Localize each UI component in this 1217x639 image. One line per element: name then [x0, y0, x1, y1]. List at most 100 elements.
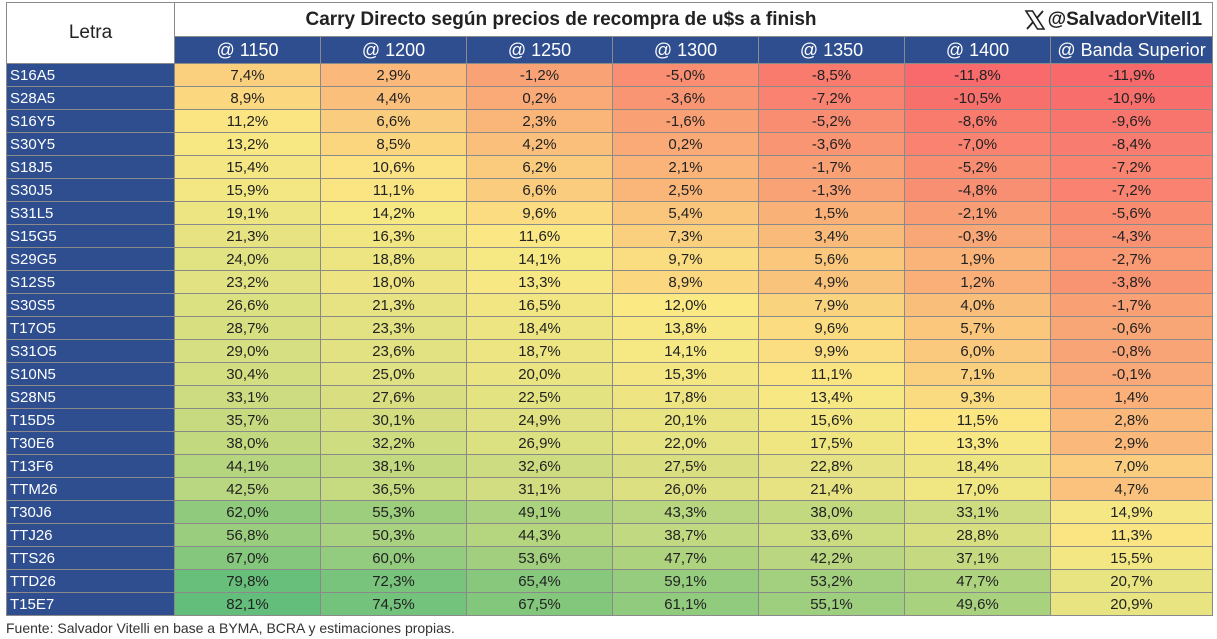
row-label: TTD26 [6, 569, 175, 593]
value-cell: -8,6% [904, 109, 1051, 133]
value-cell: 44,3% [466, 523, 613, 547]
value-cell: 22,8% [758, 454, 905, 478]
value-cell: 26,0% [612, 477, 759, 501]
value-cell: 2,9% [1049, 431, 1214, 455]
value-cell: 61,1% [612, 592, 759, 616]
value-cell: 42,2% [758, 546, 905, 570]
author-handle: @SalvadorVitell1 [1024, 9, 1202, 31]
table-row: S28A5 8,9% 4,4% 0,2% -3,6% -7,2% -10,5% -10,9% [6, 86, 1214, 110]
row-label: T30E6 [6, 431, 175, 455]
row-label: TTJ26 [6, 523, 175, 547]
value-cell: 32,6% [466, 454, 613, 478]
value-cell: -1,3% [758, 178, 905, 202]
value-cell: 6,6% [466, 178, 613, 202]
value-cell: 0,2% [612, 132, 759, 156]
value-cell: -3,8% [1049, 270, 1214, 294]
table-body: S16A5 7,4% 2,9% -1,2% -5,0% -8,5% -11,8% -11,9%… [6, 63, 1214, 616]
value-cell: 53,2% [758, 569, 905, 593]
value-cell: 4,9% [758, 270, 905, 294]
value-cell: 25,0% [320, 362, 467, 386]
value-cell: 11,5% [904, 408, 1051, 432]
value-cell: 7,4% [174, 63, 321, 87]
value-cell: -1,7% [758, 155, 905, 179]
table-row: T15E7 82,1% 74,5% 67,5% 61,1% 55,1% 49,6% 20,9% [6, 592, 1214, 616]
value-cell: 9,9% [758, 339, 905, 363]
value-cell: 28,8% [904, 523, 1051, 547]
value-cell: -5,0% [612, 63, 759, 87]
value-cell: 20,1% [612, 408, 759, 432]
value-cell: 32,2% [320, 431, 467, 455]
value-cell: 55,1% [758, 592, 905, 616]
value-cell: -11,8% [904, 63, 1051, 87]
value-cell: 15,4% [174, 155, 321, 179]
value-cell: 29,0% [174, 339, 321, 363]
value-cell: 17,0% [904, 477, 1051, 501]
value-cell: 47,7% [904, 569, 1051, 593]
table-row: S15G5 21,3% 16,3% 11,6% 7,3% 3,4% -0,3% -4,3% [6, 224, 1214, 248]
table-row: TTD26 79,8% 72,3% 65,4% 59,1% 53,2% 47,7% 20,7% [6, 569, 1214, 593]
value-cell: 33,1% [904, 500, 1051, 524]
value-cell: -8,5% [758, 63, 905, 87]
value-cell: 65,4% [466, 569, 613, 593]
row-label: T30J6 [6, 500, 175, 524]
row-label: S30J5 [6, 178, 175, 202]
value-cell: 2,5% [612, 178, 759, 202]
value-cell: -5,2% [758, 109, 905, 133]
value-cell: -5,2% [904, 155, 1051, 179]
value-cell: 5,4% [612, 201, 759, 225]
value-cell: 13,3% [466, 270, 613, 294]
value-cell: 53,6% [466, 546, 613, 570]
value-cell: -7,2% [1049, 155, 1214, 179]
column-header-6: @ 1400 [904, 36, 1051, 64]
value-cell: 1,9% [904, 247, 1051, 271]
value-cell: 9,7% [612, 247, 759, 271]
table-row: S12S5 23,2% 18,0% 13,3% 8,9% 4,9% 1,2% -3,8% [6, 270, 1214, 294]
value-cell: -9,6% [1049, 109, 1214, 133]
value-cell: 5,7% [904, 316, 1051, 340]
value-cell: 42,5% [174, 477, 321, 501]
value-cell: 6,6% [320, 109, 467, 133]
value-cell: 9,6% [758, 316, 905, 340]
value-cell: 60,0% [320, 546, 467, 570]
value-cell: 38,7% [612, 523, 759, 547]
value-cell: 8,9% [174, 86, 321, 110]
value-cell: 22,5% [466, 385, 613, 409]
table-row: S30S5 26,6% 21,3% 16,5% 12,0% 7,9% 4,0% -1,7% [6, 293, 1214, 317]
value-cell: 20,9% [1049, 592, 1214, 616]
value-cell: 33,1% [174, 385, 321, 409]
row-label: T15E7 [6, 592, 175, 616]
table-row: T15D5 35,7% 30,1% 24,9% 20,1% 15,6% 11,5% 2,8% [6, 408, 1214, 432]
value-cell: 59,1% [612, 569, 759, 593]
value-cell: -1,6% [612, 109, 759, 133]
value-cell: 26,6% [174, 293, 321, 317]
x-logo-icon [1024, 10, 1046, 30]
title-cell: Carry Directo según precios de recompra … [173, 2, 1214, 37]
row-label: S15G5 [6, 224, 175, 248]
value-cell: 27,6% [320, 385, 467, 409]
value-cell: 28,7% [174, 316, 321, 340]
value-cell: 7,0% [1049, 454, 1214, 478]
column-header-row: @ 1150 @ 1200 @ 1250 @ 1300 @ 1350 @ 1400 @ Ba… [7, 36, 1214, 64]
value-cell: -10,5% [904, 86, 1051, 110]
value-cell: 82,1% [174, 592, 321, 616]
value-cell: 11,3% [1049, 523, 1214, 547]
value-cell: 43,3% [612, 500, 759, 524]
value-cell: 21,3% [320, 293, 467, 317]
value-cell: 23,6% [320, 339, 467, 363]
value-cell: 16,5% [466, 293, 613, 317]
column-header-1: @ 1150 [174, 36, 321, 64]
value-cell: 1,5% [758, 201, 905, 225]
row-label: S16Y5 [6, 109, 175, 133]
row-label: S28N5 [6, 385, 175, 409]
value-cell: 38,1% [320, 454, 467, 478]
value-cell: 24,0% [174, 247, 321, 271]
value-cell: 14,1% [466, 247, 613, 271]
value-cell: -7,2% [758, 86, 905, 110]
table-row: T30E6 38,0% 32,2% 26,9% 22,0% 17,5% 13,3% 2,9% [6, 431, 1214, 455]
table-row: S31O5 29,0% 23,6% 18,7% 14,1% 9,9% 6,0% -0,8% [6, 339, 1214, 363]
value-cell: 14,9% [1049, 500, 1214, 524]
value-cell: 18,4% [466, 316, 613, 340]
carry-table-container: Letra Carry Directo según precios de rec… [6, 2, 1214, 616]
value-cell: -4,3% [1049, 224, 1214, 248]
value-cell: 50,3% [320, 523, 467, 547]
